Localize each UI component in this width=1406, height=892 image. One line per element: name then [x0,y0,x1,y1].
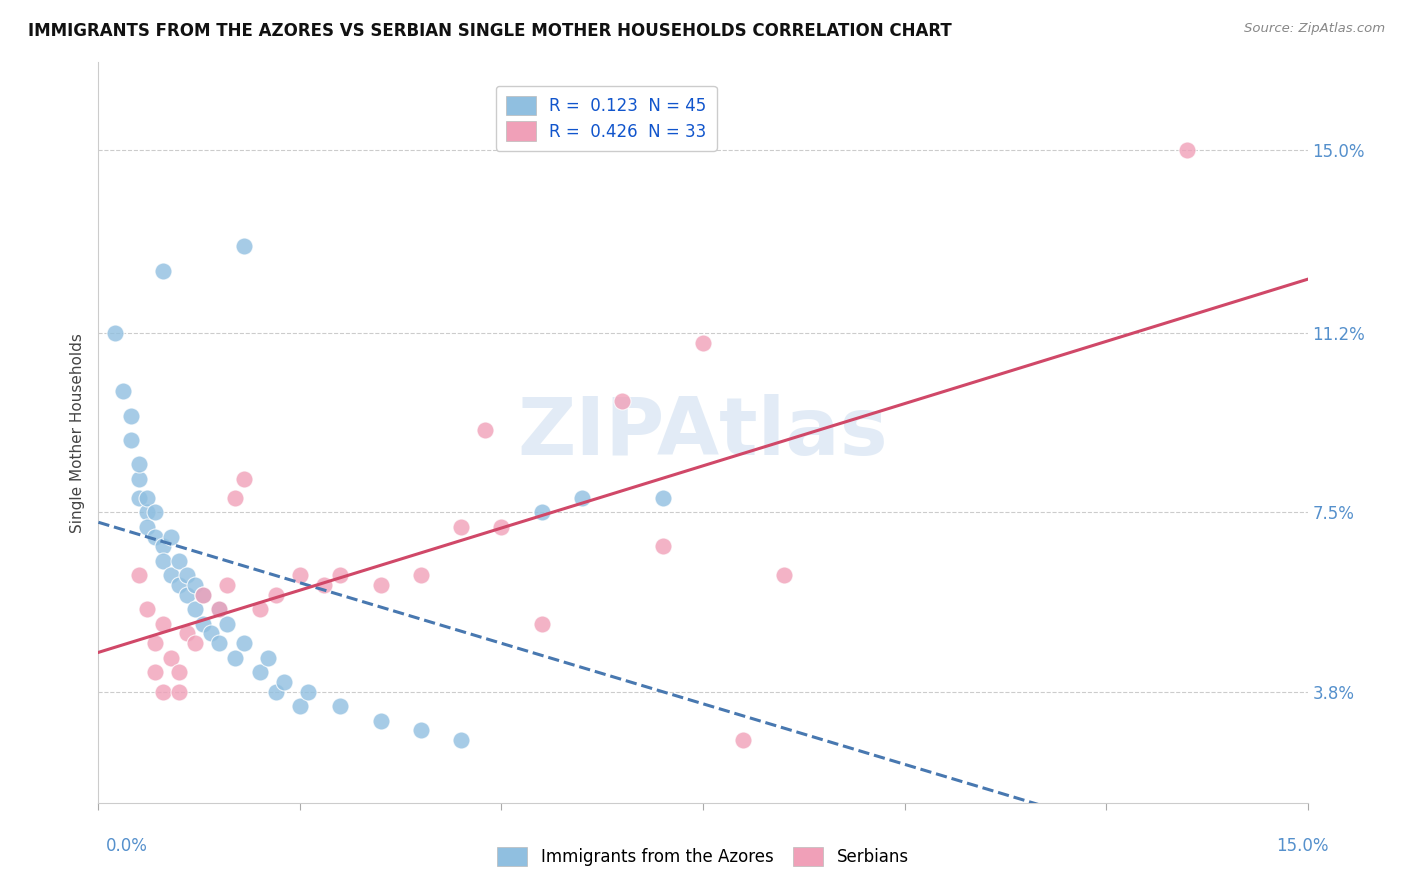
Point [491,520,513,534]
Point [120,409,142,423]
Point [370,714,392,728]
Point [224,491,246,505]
Point [167,665,190,680]
Point [128,568,150,582]
Point [208,602,231,616]
Legend: R =  0.123  N = 45, R =  0.426  N = 33: R = 0.123 N = 45, R = 0.426 N = 33 [496,86,717,151]
Point [152,263,174,277]
Point [184,578,207,592]
Point [193,588,215,602]
Text: IMMIGRANTS FROM THE AZORES VS SERBIAN SINGLE MOTHER HOUSEHOLDS CORRELATION CHART: IMMIGRANTS FROM THE AZORES VS SERBIAN SI… [28,22,952,40]
Point [143,506,166,520]
Point [176,626,198,640]
Point [474,423,496,437]
Point [297,684,319,698]
Point [200,626,222,640]
Point [120,433,142,447]
Point [232,636,254,650]
Text: 15.0%: 15.0% [1277,837,1329,855]
Point [1175,143,1198,157]
Point [232,472,254,486]
Point [176,568,198,582]
Y-axis label: Single Mother Households: Single Mother Households [70,333,86,533]
Point [571,491,593,505]
Point [208,602,231,616]
Point [152,616,174,631]
Legend: Immigrants from the Azores, Serbians: Immigrants from the Azores, Serbians [491,840,915,873]
Point [184,602,207,616]
Point [160,650,183,665]
Text: ZIPAtlas: ZIPAtlas [517,393,889,472]
Point [135,506,157,520]
Point [288,699,311,714]
Point [128,491,150,505]
Text: 0.0%: 0.0% [105,837,148,855]
Point [264,684,287,698]
Point [733,732,755,747]
Point [152,684,174,698]
Point [329,699,352,714]
Point [651,491,673,505]
Point [409,723,432,738]
Point [409,568,432,582]
Point [135,491,157,505]
Point [612,394,634,409]
Point [152,554,174,568]
Point [217,616,239,631]
Point [152,539,174,553]
Point [111,384,134,399]
Point [193,616,215,631]
Point [772,568,794,582]
Point [249,665,271,680]
Point [530,616,553,631]
Point [314,578,336,592]
Point [193,588,215,602]
Point [256,650,278,665]
Point [143,665,166,680]
Point [288,568,311,582]
Point [160,530,183,544]
Point [329,568,352,582]
Point [273,674,295,689]
Point [176,588,198,602]
Point [167,578,190,592]
Point [208,636,231,650]
Point [692,336,714,351]
Point [370,578,392,592]
Point [651,539,673,553]
Point [264,588,287,602]
Point [530,506,553,520]
Point [135,520,157,534]
Point [167,684,190,698]
Point [167,554,190,568]
Point [135,602,157,616]
Point [160,568,183,582]
Point [224,650,246,665]
Point [103,326,125,341]
Point [450,732,472,747]
Point [143,636,166,650]
Text: Source: ZipAtlas.com: Source: ZipAtlas.com [1244,22,1385,36]
Point [450,520,472,534]
Point [249,602,271,616]
Point [184,636,207,650]
Point [128,457,150,471]
Point [217,578,239,592]
Point [128,472,150,486]
Point [143,530,166,544]
Point [232,239,254,253]
